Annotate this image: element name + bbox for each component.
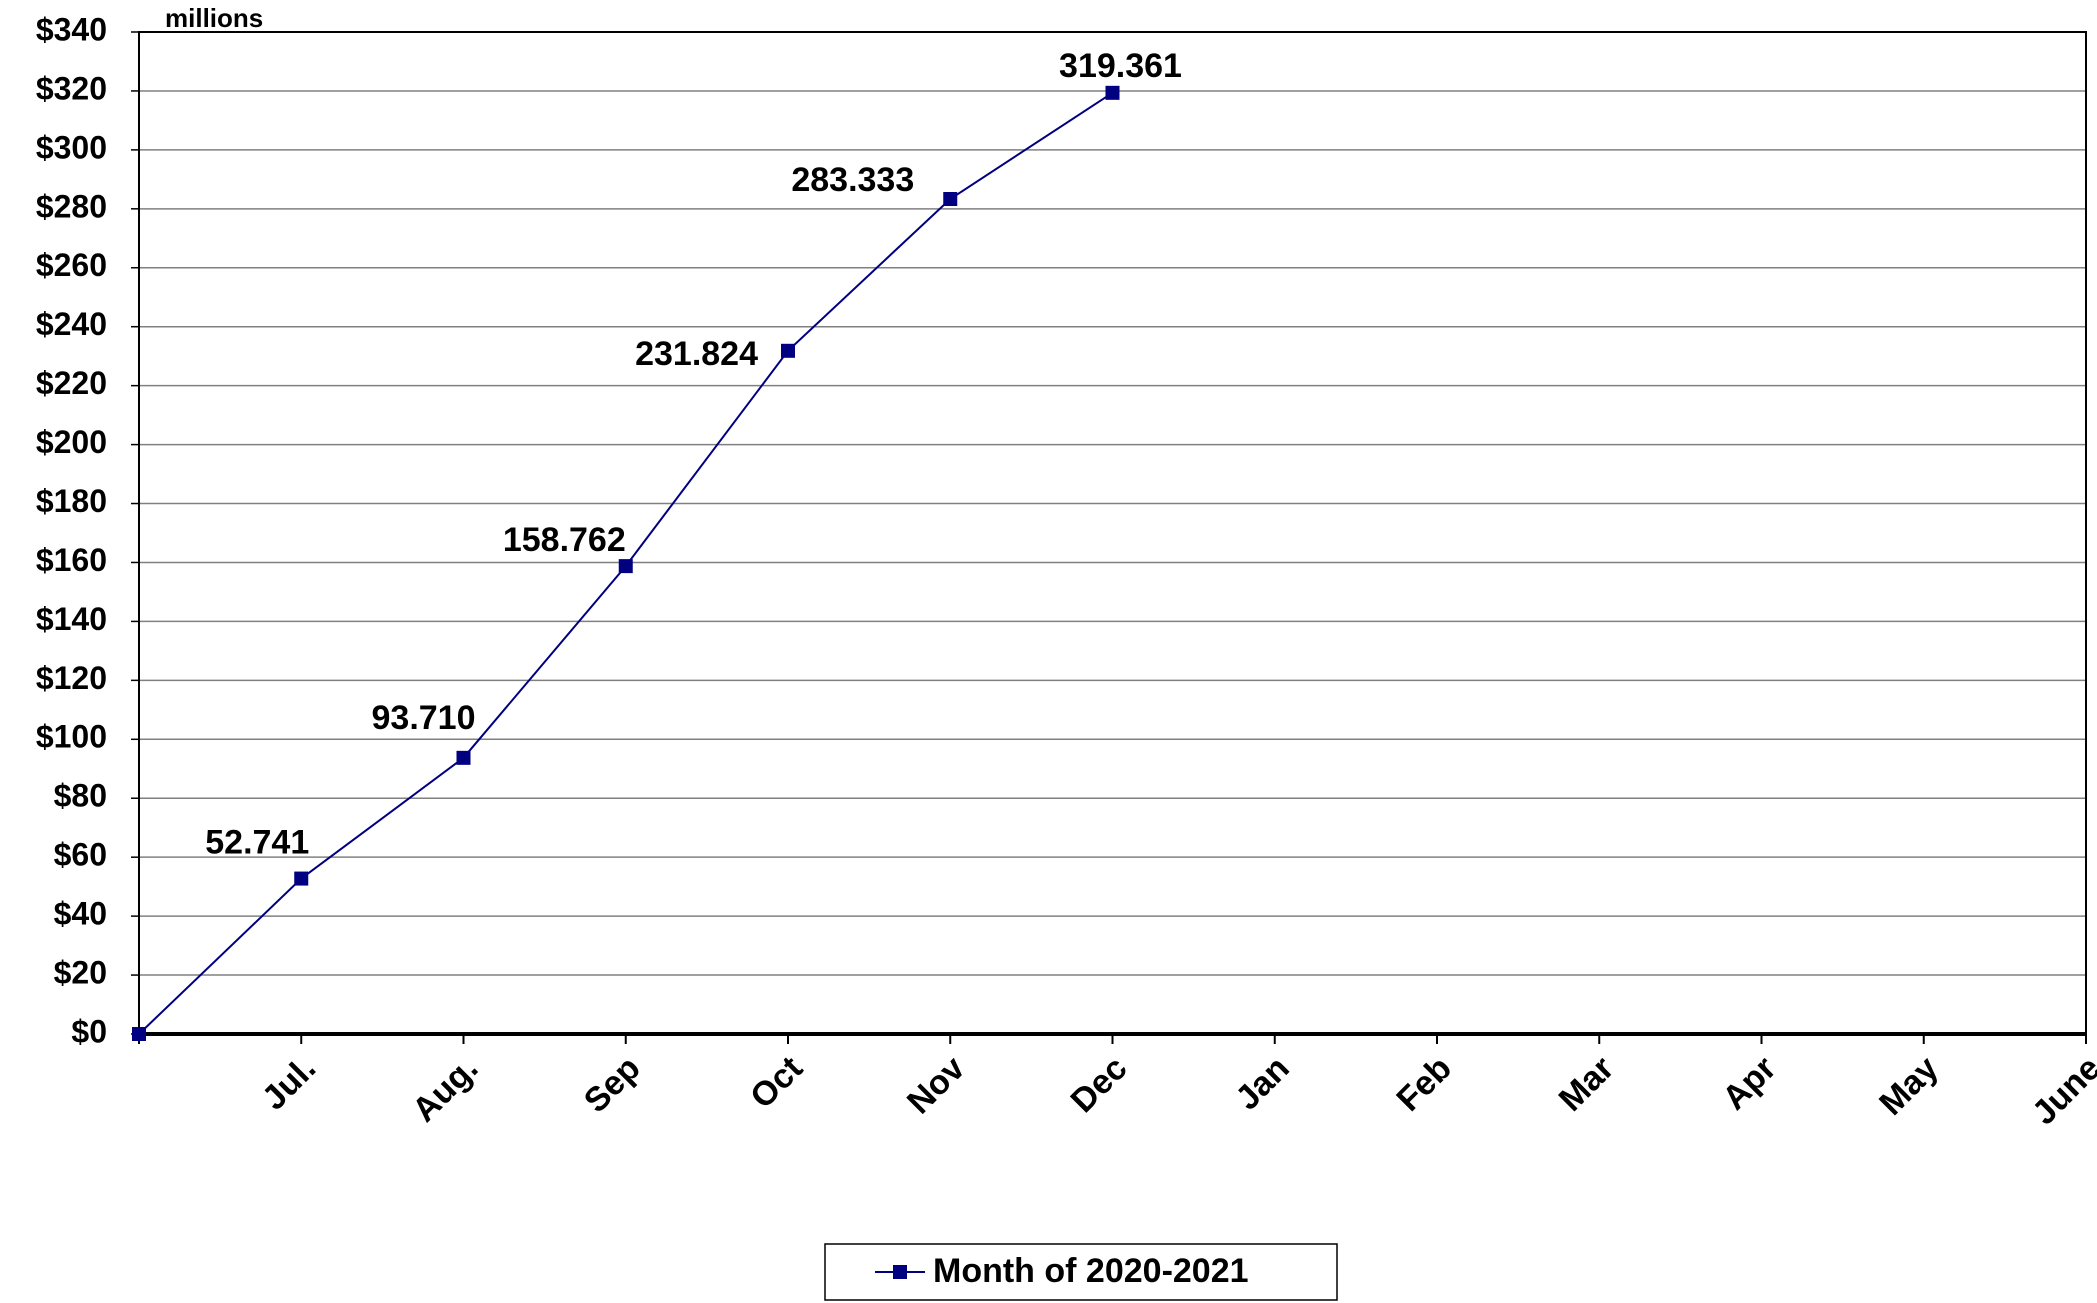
y-tick-label: $120 bbox=[36, 660, 107, 696]
data-point bbox=[781, 343, 795, 358]
data-label: 231.824 bbox=[635, 335, 758, 373]
x-tick-label: Apr bbox=[1715, 1049, 1783, 1117]
x-tick-label: Sep bbox=[577, 1049, 648, 1120]
units-annotation: millions bbox=[165, 3, 263, 33]
y-tick-label: $280 bbox=[36, 188, 107, 224]
y-tick-label: $260 bbox=[36, 247, 107, 283]
x-tick-label: Feb bbox=[1389, 1049, 1459, 1119]
y-tick-label: $180 bbox=[36, 483, 107, 519]
data-label: 319.361 bbox=[1059, 47, 1182, 85]
data-point bbox=[618, 559, 633, 574]
x-tick-label: Dec bbox=[1064, 1049, 1135, 1120]
x-tick-label: Oct bbox=[743, 1049, 810, 1116]
y-tick-label: $40 bbox=[54, 896, 107, 932]
data-point bbox=[943, 192, 958, 207]
data-point bbox=[132, 1027, 146, 1041]
data-point bbox=[1105, 85, 1120, 100]
y-tick-label: $160 bbox=[36, 542, 107, 578]
y-tick-label: $240 bbox=[36, 306, 107, 342]
y-tick-label: $140 bbox=[36, 601, 107, 637]
legend-marker bbox=[893, 1265, 907, 1279]
data-label: 158.762 bbox=[503, 521, 626, 559]
plot-border bbox=[138, 31, 2087, 1035]
data-point bbox=[456, 750, 471, 765]
y-tick-label: $0 bbox=[71, 1013, 107, 1049]
x-tick-label: Jul. bbox=[255, 1049, 323, 1117]
y-tick-label: $100 bbox=[36, 719, 107, 755]
x-tick-label: Jan bbox=[1228, 1049, 1296, 1117]
y-tick-label: $320 bbox=[36, 70, 107, 106]
y-tick-label: $300 bbox=[36, 129, 107, 165]
x-tick-label: Mar bbox=[1552, 1049, 1622, 1119]
y-tick-label: $200 bbox=[36, 424, 107, 460]
y-tick-label: $60 bbox=[54, 837, 107, 873]
x-tick-label: June bbox=[2025, 1049, 2097, 1132]
data-label: 93.710 bbox=[372, 699, 476, 737]
y-tick-label: $80 bbox=[54, 778, 107, 814]
x-tick-label: Nov bbox=[900, 1049, 972, 1121]
data-label: 52.741 bbox=[205, 824, 309, 862]
y-tick-label: $340 bbox=[36, 11, 107, 47]
x-tick-label: May bbox=[1872, 1049, 1946, 1123]
data-label: 283.333 bbox=[791, 161, 914, 199]
data-point bbox=[294, 871, 309, 886]
y-tick-label: $220 bbox=[36, 365, 107, 401]
y-tick-label: $20 bbox=[54, 955, 107, 991]
legend-label: Month of 2020-2021 bbox=[933, 1252, 1249, 1290]
x-tick-label: Aug. bbox=[405, 1049, 485, 1129]
